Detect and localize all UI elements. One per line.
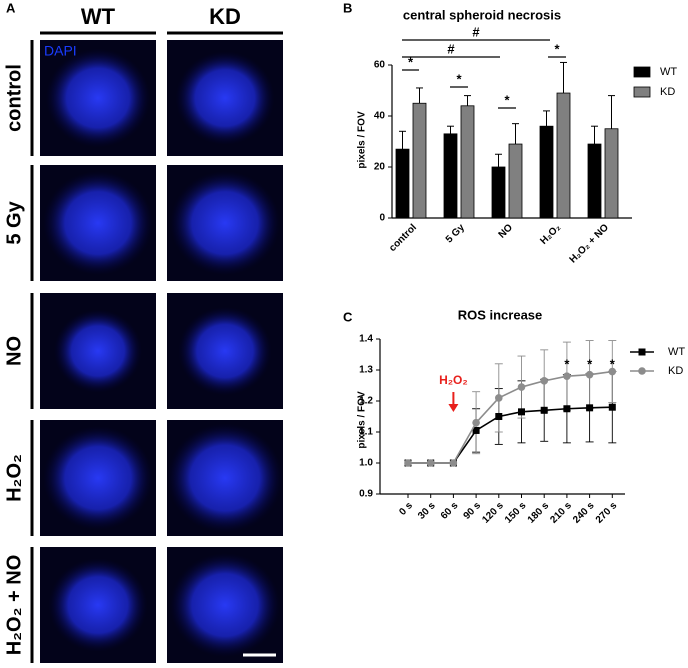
annotation-arrowhead [448,404,459,412]
bar [443,133,458,219]
x-tick-label: 5 Gy [444,222,467,245]
bar [491,166,506,219]
significance-mark: # [472,24,480,39]
spheroid [43,171,153,275]
point [608,403,616,411]
y-axis-label: pixels / FOV [357,391,368,449]
legend-label: KD [668,365,683,377]
significance-mark: * [554,41,560,56]
row-label: 5 Gy [3,200,25,244]
bar [587,143,602,219]
point [426,459,435,467]
bar [508,143,523,219]
panel-label: C [343,309,353,324]
panel-label: B [343,0,352,15]
row-label: H₂O₂ [3,454,25,502]
x-tick-label: 120 s [480,500,506,526]
panel-label: A [6,0,16,15]
stain-label: DAPI [44,43,77,59]
row-label: H₂O₂ + NO [3,555,25,656]
y-tick-label: 40 [374,111,386,122]
point [585,370,594,379]
spheroid [170,553,280,657]
significance-mark: * [610,356,616,371]
point [472,426,480,434]
significance-mark: * [408,54,414,69]
legend-label: WT [668,346,685,358]
series-line [408,406,613,464]
point [608,367,617,376]
y-tick-label: 1.1 [359,427,373,438]
y-tick-label: 0 [379,213,385,224]
spheroid [45,48,151,148]
y-tick-label: 1.2 [359,396,373,407]
point [449,459,458,467]
x-tick-label: 240 s [571,500,597,526]
significance-mark: * [587,356,593,371]
x-tick-label: control [387,222,419,254]
spheroid [170,171,280,275]
significance-mark: * [456,71,462,86]
bar [539,125,554,219]
bar [412,102,427,219]
y-tick-label: 1.0 [359,458,373,469]
column-label: KD [209,4,241,29]
legend-label: KD [660,86,675,98]
point [563,405,571,413]
x-tick-label: 150 s [503,500,529,526]
spheroid [54,309,142,393]
spheroid [167,423,283,533]
bar [395,148,410,219]
x-tick-label: 270 s [594,500,620,526]
point [638,348,646,356]
point [472,418,480,427]
significance-mark: # [447,41,455,56]
x-tick-label: NO [497,222,516,241]
row-label: NO [3,336,25,366]
point [404,459,412,467]
x-tick-label: 210 s [548,500,574,526]
y-axis-label: pixels / FOV [357,111,368,169]
chart-title: central spheroid necrosis [403,7,561,22]
spheroid [43,426,153,530]
spheroid [178,306,272,396]
y-tick-label: 60 [374,60,386,71]
column-label: WT [81,4,116,29]
x-tick-label: 60 s [439,500,461,522]
point [518,408,525,416]
annotation: H₂O₂ [439,373,468,387]
x-tick-label: 30 s [416,500,438,522]
significance-mark: * [504,92,510,107]
x-tick-label: 180 s [526,500,552,526]
point [540,406,548,414]
point [517,383,526,391]
row-label: control [3,64,25,132]
bar [460,105,475,219]
legend-swatch [633,66,651,78]
x-tick-label: H₂O₂ + NO [568,222,611,265]
x-tick-label: H₂O₂ [538,222,563,247]
point [563,372,571,381]
y-tick-label: 1.4 [359,334,373,345]
point [638,367,646,375]
legend-label: WT [660,66,677,78]
y-tick-label: 0.9 [359,489,373,500]
bar [604,128,619,219]
spheroid [48,558,148,652]
legend-swatch [633,86,651,98]
bar [556,92,571,219]
y-tick-label: 20 [374,162,386,173]
point [495,413,503,420]
point [495,394,503,402]
chart-title: ROS increase [458,307,543,322]
spheroid [175,51,275,145]
point [540,377,548,385]
x-tick-label: 0 s [397,500,415,518]
significance-mark: * [564,356,570,371]
y-tick-label: 1.3 [359,365,373,376]
point [586,404,594,412]
series-line [408,370,613,464]
